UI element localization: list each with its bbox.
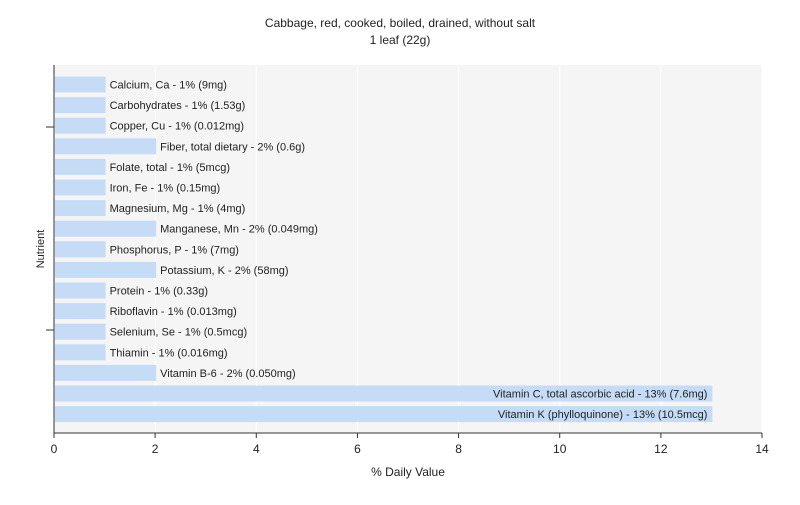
bar-label: Calcium, Ca - 1% (9mg)	[110, 80, 227, 92]
bar	[55, 364, 157, 381]
bar	[55, 158, 106, 175]
bar	[55, 179, 106, 196]
bar	[55, 385, 713, 402]
bar	[55, 261, 157, 278]
x-tick-label: 4	[253, 442, 260, 456]
bar	[55, 344, 106, 361]
plot-area	[54, 65, 762, 433]
bar	[55, 200, 106, 217]
bar-label: Copper, Cu - 1% (0.012mg)	[110, 121, 245, 133]
bar	[55, 323, 106, 340]
bar	[55, 97, 106, 114]
bar-label: Protein - 1% (0.33g)	[110, 286, 208, 298]
bar-label: Vitamin B-6 - 2% (0.050mg)	[160, 368, 296, 380]
x-tick-label: 2	[152, 442, 159, 456]
bar-label: Vitamin K (phylloquinone) - 13% (10.5mcg…	[498, 409, 708, 421]
bar	[55, 220, 157, 237]
bar-label: Folate, total - 1% (5mcg)	[110, 162, 230, 174]
bar-label: Phosphorus, P - 1% (7mg)	[110, 244, 239, 256]
bar-label: Potassium, K - 2% (58mg)	[160, 265, 288, 277]
bar-label: Thiamin - 1% (0.016mg)	[110, 347, 228, 359]
chart-subtitle: 1 leaf (22g)	[370, 33, 431, 47]
x-tick-label: 14	[755, 442, 769, 456]
bar	[55, 76, 106, 93]
bar-label: Riboflavin - 1% (0.013mg)	[110, 306, 237, 318]
chart-title: Cabbage, red, cooked, boiled, drained, w…	[265, 16, 536, 30]
bar	[55, 406, 713, 423]
grid-lines	[154, 65, 763, 433]
bar	[55, 303, 106, 320]
x-tick-label: 10	[553, 442, 567, 456]
bar-label: Carbohydrates - 1% (1.53g)	[110, 100, 246, 112]
bar	[55, 138, 157, 155]
x-tick-label: 0	[51, 442, 58, 456]
x-tick-label: 12	[654, 442, 668, 456]
bar	[55, 117, 106, 134]
bars: Calcium, Ca - 1% (9mg) Carbohydrates - 1%…	[55, 76, 713, 423]
bar-label: Magnesium, Mg - 1% (4mg)	[110, 203, 246, 215]
y-axis-label: Nutrient	[35, 230, 47, 269]
bar	[55, 282, 106, 299]
bar-label: Iron, Fe - 1% (0.15mg)	[110, 183, 221, 195]
bar-label: Vitamin C, total ascorbic acid - 13% (7.…	[493, 389, 707, 401]
x-tick-label: 6	[354, 442, 361, 456]
bar	[55, 241, 106, 258]
x-tick-label: 8	[455, 442, 462, 456]
bar-label: Manganese, Mn - 2% (0.049mg)	[160, 224, 318, 236]
x-axis-label: % Daily Value	[371, 465, 445, 479]
bar-label: Selenium, Se - 1% (0.5mcg)	[110, 327, 248, 339]
axes: 0 2 4 6 8 10 12 14	[46, 65, 769, 456]
bar-label: Fiber, total dietary - 2% (0.6g)	[160, 141, 305, 153]
